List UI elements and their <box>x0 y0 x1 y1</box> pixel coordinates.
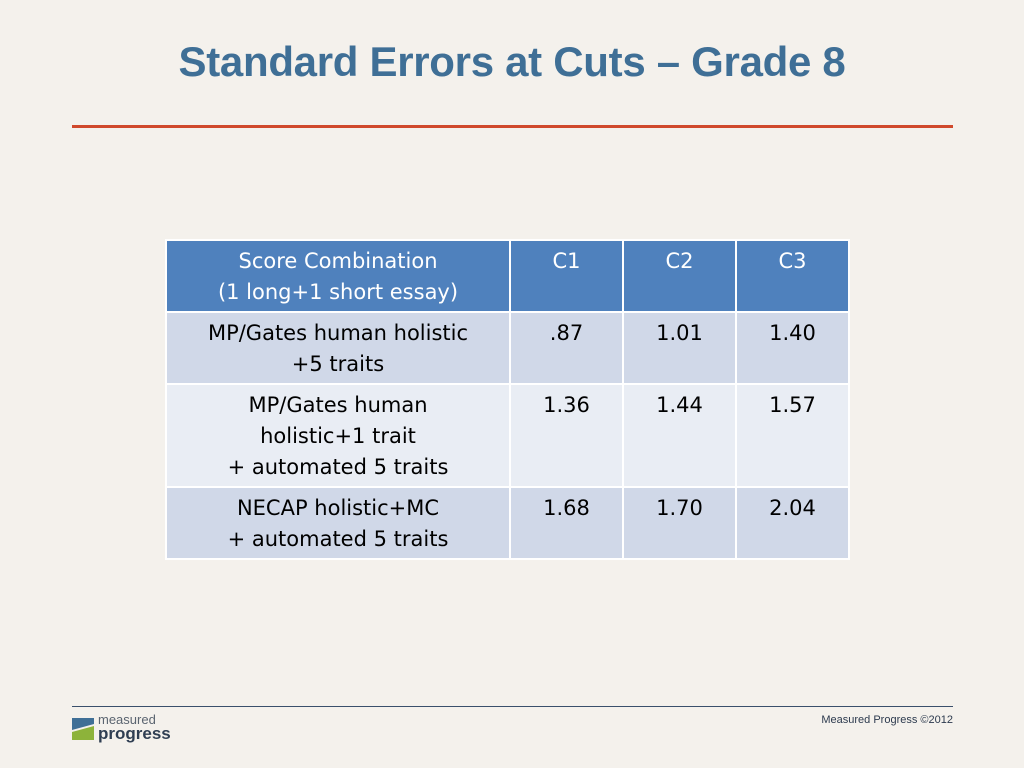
table-row: MP/Gates human holistic+1 trait + automa… <box>165 383 850 488</box>
row-label-line: + automated 5 traits <box>227 527 449 551</box>
row-label-line: + automated 5 traits <box>227 455 449 479</box>
value-cell-c1: 1.68 <box>509 486 624 560</box>
value-cell-c3: 1.40 <box>735 311 850 385</box>
logo-wordmark-top: measured <box>98 712 156 727</box>
value-cell-c1: .87 <box>509 311 624 385</box>
header-c3: C3 <box>735 239 850 313</box>
value-cell-c2: 1.44 <box>622 383 737 488</box>
header-score-combination: Score Combination (1 long+1 short essay) <box>165 239 511 313</box>
row-label-line: MP/Gates human <box>248 393 428 417</box>
header-c2: C2 <box>622 239 737 313</box>
slide-title: Standard Errors at Cuts – Grade 8 <box>178 38 846 85</box>
value-cell-c3: 1.57 <box>735 383 850 488</box>
value-cell-c2: 1.70 <box>622 486 737 560</box>
value-cell-c3: 2.04 <box>735 486 850 560</box>
title-divider <box>72 125 953 128</box>
header-line: (1 long+1 short essay) <box>217 280 459 304</box>
row-label-line: holistic+1 trait <box>260 424 416 448</box>
row-label-line: NECAP holistic+MC <box>236 496 440 520</box>
table-row: MP/Gates human holistic +5 traits .87 1.… <box>165 311 850 385</box>
table-row: NECAP holistic+MC + automated 5 traits 1… <box>165 486 850 560</box>
header-c1: C1 <box>509 239 624 313</box>
logo-wordmark-bottom: progress <box>98 724 171 743</box>
row-label-cell: NECAP holistic+MC + automated 5 traits <box>165 486 511 560</box>
measured-progress-logo-icon <box>72 718 94 740</box>
standard-errors-table: Score Combination (1 long+1 short essay)… <box>165 239 850 560</box>
measured-progress-logo: measured progress <box>72 713 182 745</box>
row-label-cell: MP/Gates human holistic +5 traits <box>165 311 511 385</box>
value-cell-c1: 1.36 <box>509 383 624 488</box>
value-cell-c2: 1.01 <box>622 311 737 385</box>
footer-divider <box>72 706 953 707</box>
table-header-row: Score Combination (1 long+1 short essay)… <box>165 239 850 313</box>
row-label-line: +5 traits <box>291 352 385 376</box>
row-label-cell: MP/Gates human holistic+1 trait + automa… <box>165 383 511 488</box>
copyright-notice: Measured Progress ©2012 <box>821 714 953 726</box>
header-line: Score Combination <box>238 249 438 273</box>
row-label-line: MP/Gates human holistic <box>207 321 469 345</box>
